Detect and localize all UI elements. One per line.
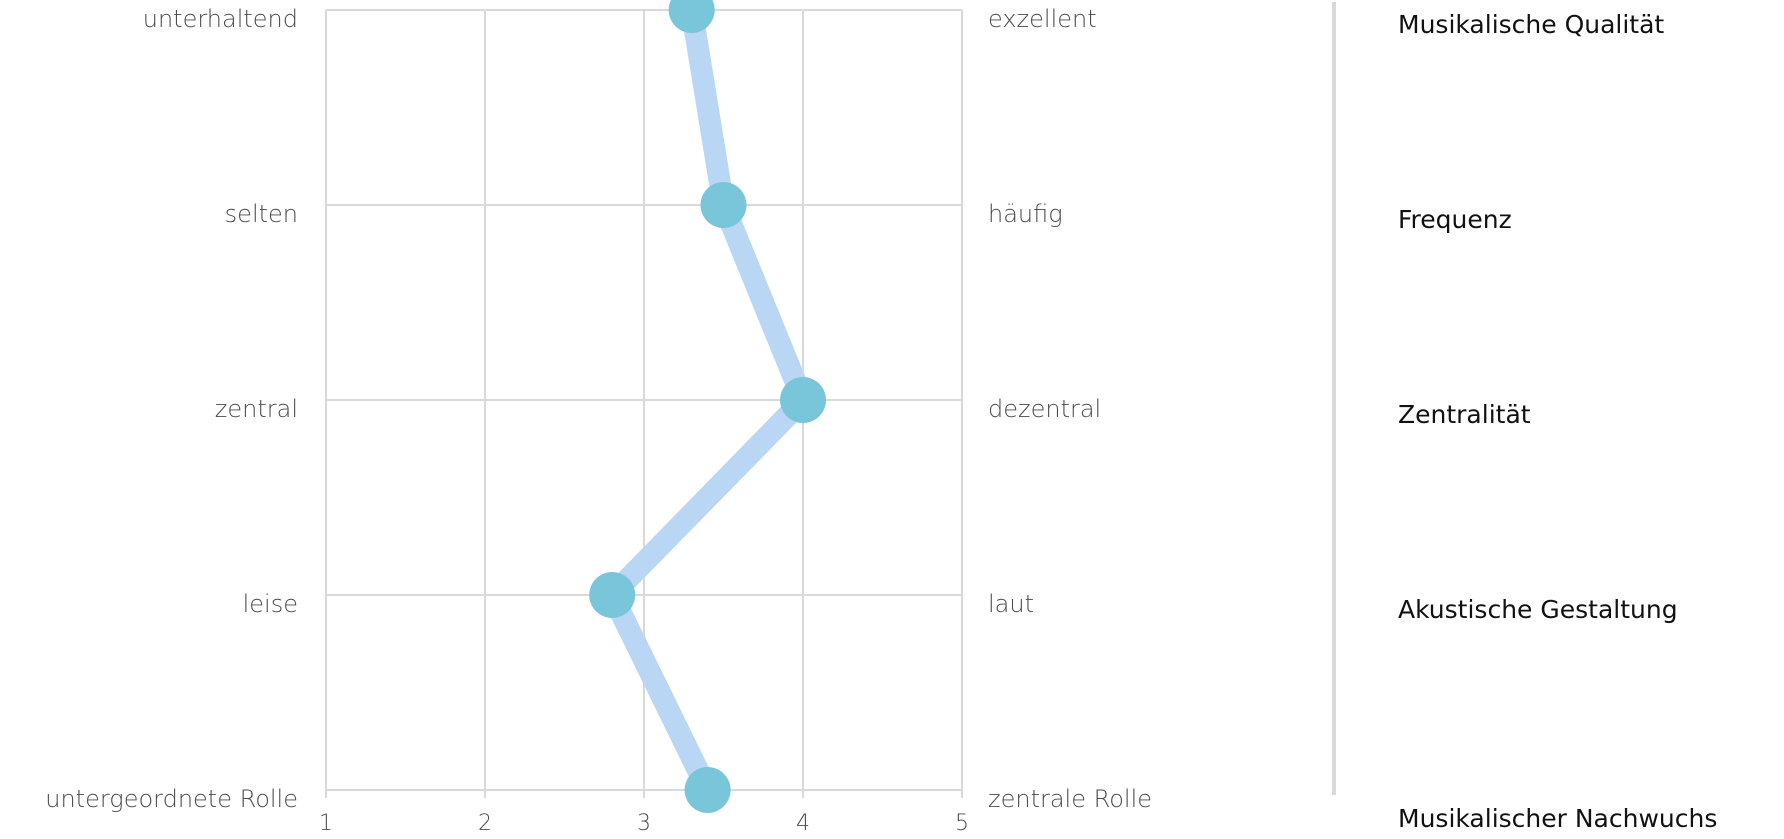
data-point-3	[780, 377, 826, 423]
category-label: Zentralität	[1398, 400, 1531, 429]
right-pole-label: dezentral	[988, 395, 1101, 423]
data-point-4	[589, 572, 636, 618]
x-tick-label: 5	[955, 811, 969, 835]
category-label: Musikalische Qualität	[1398, 10, 1664, 39]
left-pole-label: selten	[225, 200, 298, 228]
data-point-1	[668, 0, 715, 33]
left-pole-label: zentral	[215, 395, 298, 423]
x-tick-label: 3	[637, 811, 651, 835]
right-pole-label: häufig	[988, 200, 1063, 228]
left-pole-label: untergeordnete Rolle	[45, 785, 298, 813]
right-pole-label: zentrale Rolle	[988, 785, 1152, 813]
category-label: Musikalischer Nachwuchs	[1398, 804, 1717, 833]
data-point-2	[700, 182, 747, 228]
x-tick-label: 2	[478, 811, 492, 835]
right-pole-label: laut	[988, 590, 1034, 618]
category-label: Frequenz	[1398, 205, 1512, 234]
category-label: Akustische Gestaltung	[1398, 595, 1678, 624]
left-pole-label: leise	[243, 590, 298, 618]
x-tick-label: 4	[796, 811, 810, 835]
data-point-5	[684, 767, 731, 813]
left-pole-label: unterhaltend	[143, 5, 298, 33]
right-pole-label: exzellent	[988, 5, 1097, 33]
x-tick-label: 1	[319, 811, 333, 835]
